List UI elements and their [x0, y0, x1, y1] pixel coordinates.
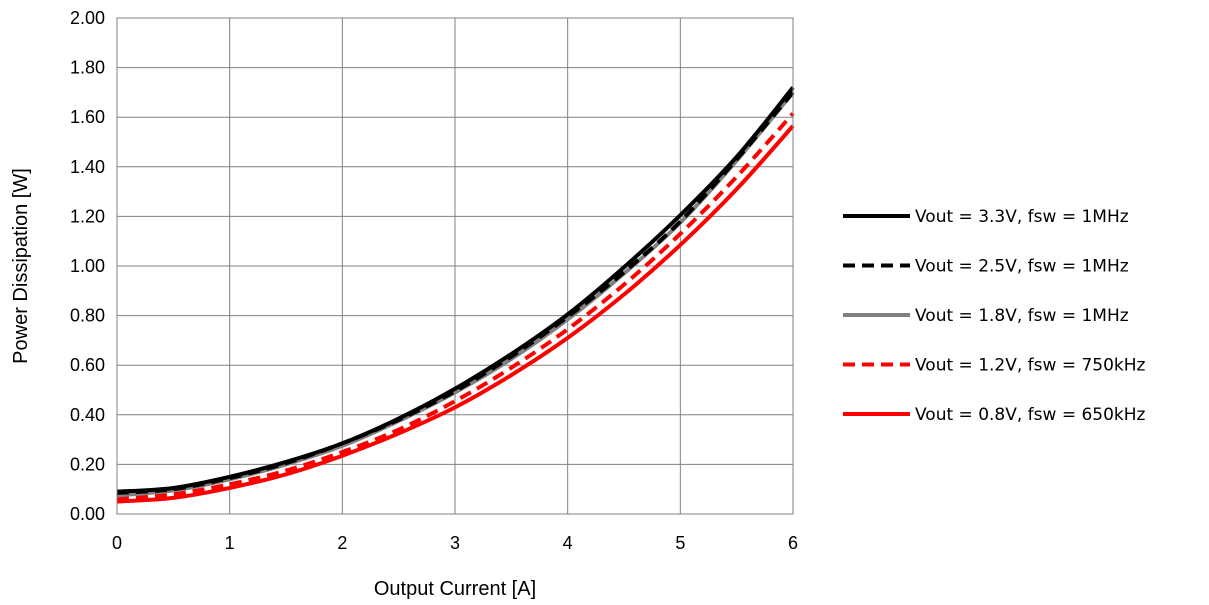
- y-tick-label: 1.40: [70, 157, 105, 177]
- y-tick-label: 0.60: [70, 355, 105, 375]
- x-tick-labels: 0 1 2 3 4 5 6: [112, 533, 798, 553]
- x-tick-label: 6: [788, 533, 798, 553]
- y-tick-label: 1.20: [70, 206, 105, 226]
- x-tick-label: 4: [563, 533, 573, 553]
- y-tick-label: 0.00: [70, 504, 105, 524]
- legend: Vout = 3.3V, fsw = 1MHz Vout = 2.5V, fsw …: [843, 207, 1146, 425]
- legend-label: Vout = 2.5V, fsw = 1MHz: [915, 257, 1129, 277]
- legend-label: Vout = 1.2V, fsw = 750kHz: [915, 356, 1146, 376]
- x-tick-label: 5: [675, 533, 685, 553]
- y-tick-label: 0.40: [70, 405, 105, 425]
- x-tick-label: 1: [225, 533, 235, 553]
- x-tick-label: 2: [337, 533, 347, 553]
- y-axis-title: Power Dissipation [W]: [10, 168, 32, 364]
- y-tick-label: 0.80: [70, 306, 105, 326]
- x-tick-label: 3: [450, 533, 460, 553]
- legend-label: Vout = 0.8V, fsw = 650kHz: [915, 405, 1146, 425]
- y-tick-label: 1.60: [70, 107, 105, 127]
- legend-label: Vout = 3.3V, fsw = 1MHz: [915, 207, 1129, 227]
- y-tick-label: 1.00: [70, 256, 105, 276]
- x-tick-label: 0: [112, 533, 122, 553]
- y-tick-labels: 0.00 0.20 0.40 0.60 0.80 1.00 1.20 1.40 1.60 1.80…: [70, 8, 105, 524]
- y-tick-label: 2.00: [70, 8, 105, 28]
- y-tick-label: 0.20: [70, 454, 105, 474]
- legend-label: Vout = 1.8V, fsw = 1MHz: [915, 306, 1129, 326]
- y-tick-label: 1.80: [70, 58, 105, 78]
- x-axis-title: Output Current [A]: [374, 578, 536, 600]
